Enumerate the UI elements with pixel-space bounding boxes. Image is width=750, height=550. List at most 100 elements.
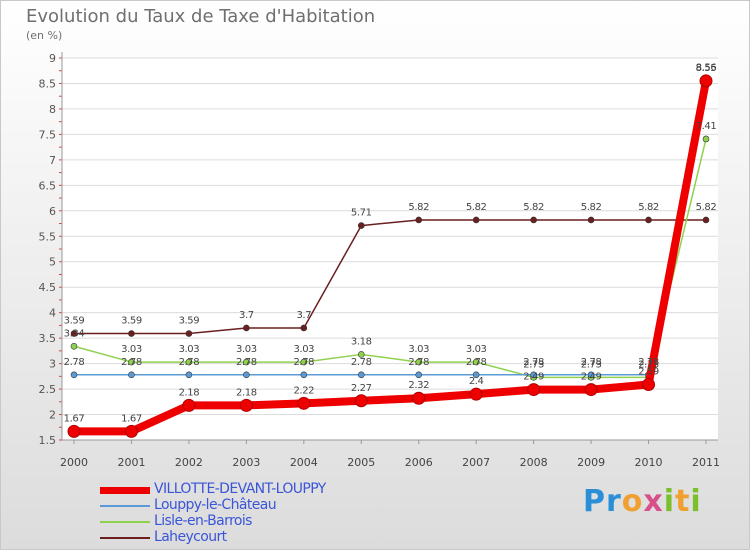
data-label: 2.22 [293,385,314,396]
legend-item: Lisle-en-Barrois [100,513,400,530]
y-tick-label: 8 [49,103,56,116]
x-tick-label: 2003 [232,456,260,469]
brand-letter: i [690,484,702,519]
data-label: 5.82 [581,202,602,213]
data-label: 3.7 [296,310,311,321]
legend-label: Lisle-en-Barrois [154,513,252,529]
x-tick-label: 2009 [577,456,605,469]
legend-label: VILLOTTE-DEVANT-LOUPPY [154,481,326,497]
data-label: 2.78 [408,357,429,368]
data-point [642,377,656,391]
series-line [74,80,707,376]
data-label: 3.59 [179,316,200,327]
data-point [128,330,135,337]
data-label: 8.55 [696,63,717,74]
brand-letter: P [583,484,606,519]
data-point [185,330,193,337]
data-label: 3.59 [64,316,85,327]
data-point [70,371,78,379]
data-point [243,324,250,332]
data-label: 2.73 [638,359,659,370]
series-line [74,80,710,436]
x-tick-labels: 2000 2001 2002 2003 2004 2005 2006 2007 2008 2009… [60,456,720,469]
data-point [354,394,368,408]
data-label: 5.82 [523,202,544,213]
data-point [128,358,135,366]
chart-title: Evolution du Taux de Taxe d'Habitation [26,6,376,27]
data-label: 3.03 [408,344,429,355]
data-label: 5.82 [466,202,487,213]
data-point [530,371,537,379]
brand-letter: t [675,484,691,519]
data-point [645,216,652,224]
data-point [415,371,423,379]
y-tick-label: 4.5 [39,281,57,294]
x-tick-label: 2000 [60,456,88,469]
data-point [297,396,311,410]
x-tick-label: 2010 [635,456,663,469]
data-label: 2.59 [638,366,659,377]
data-label: 3.7 [239,310,254,321]
data-label: 2.78 [64,357,85,368]
data-point [243,358,250,366]
x-tick-label: 2001 [117,456,145,469]
y-tick-label: 1.5 [39,434,57,447]
brand-letter: r [606,484,622,519]
data-label: 2.78 [121,357,142,368]
data-label: 5.82 [696,202,717,213]
data-point [587,216,595,224]
data-point [357,351,365,358]
y-tick-label: 5.5 [39,230,57,243]
data-point [584,383,598,397]
data-point [124,424,138,438]
data-point [239,398,253,412]
x-tick-label: 2004 [290,456,318,469]
legend-label: Laheycourt [154,529,227,545]
data-point [185,358,193,366]
axes [59,52,718,444]
data-label: 2.4 [469,376,484,387]
legend-item: Louppy-le-Château [100,497,400,514]
series-villotte-devant-louppy [67,74,713,438]
brand-letter: i [663,484,676,519]
data-label: 3.03 [466,344,487,355]
x-tick-label: 2011 [692,456,720,469]
data-label: 1.67 [121,413,142,424]
data-point [527,383,541,397]
data-point [472,216,480,224]
data-point [357,371,365,379]
x-tick-label: 2006 [405,456,433,469]
data-label: 3.34 [64,328,85,339]
data-label: 2.27 [351,383,372,394]
series-line [73,138,707,379]
data-label: 3.03 [236,344,257,355]
data-label: 2.73 [581,359,602,370]
data-label: 2.78 [523,357,544,368]
y-tick-label: 5 [49,256,56,269]
data-label: 5.82 [638,202,659,213]
x-tick-label: 2007 [462,456,490,469]
x-tick-label: 2008 [520,456,548,469]
y-tick-label: 8.5 [39,77,57,90]
legend-swatch [100,505,150,507]
data-point [300,324,308,332]
data-point [128,371,135,379]
plot-area [62,58,718,440]
y-tick-label: 2 [49,409,56,422]
data-label: 2.49 [523,372,544,383]
data-label: 1.67 [64,413,85,424]
data-point [472,358,480,366]
data-point [472,371,480,379]
data-point [67,424,81,438]
data-label: 2.78 [236,357,257,368]
legend-item: Laheycourt [100,529,400,546]
y-tick-label: 6 [49,205,56,218]
data-label: 3.03 [179,344,200,355]
data-label: 2.78 [351,357,372,368]
data-label: 7.41 [696,121,717,132]
data-point [300,371,308,379]
y-tick-label: 3.5 [39,332,57,345]
data-label: 2.78 [179,357,200,368]
y-tick-label: 6.5 [39,179,57,192]
